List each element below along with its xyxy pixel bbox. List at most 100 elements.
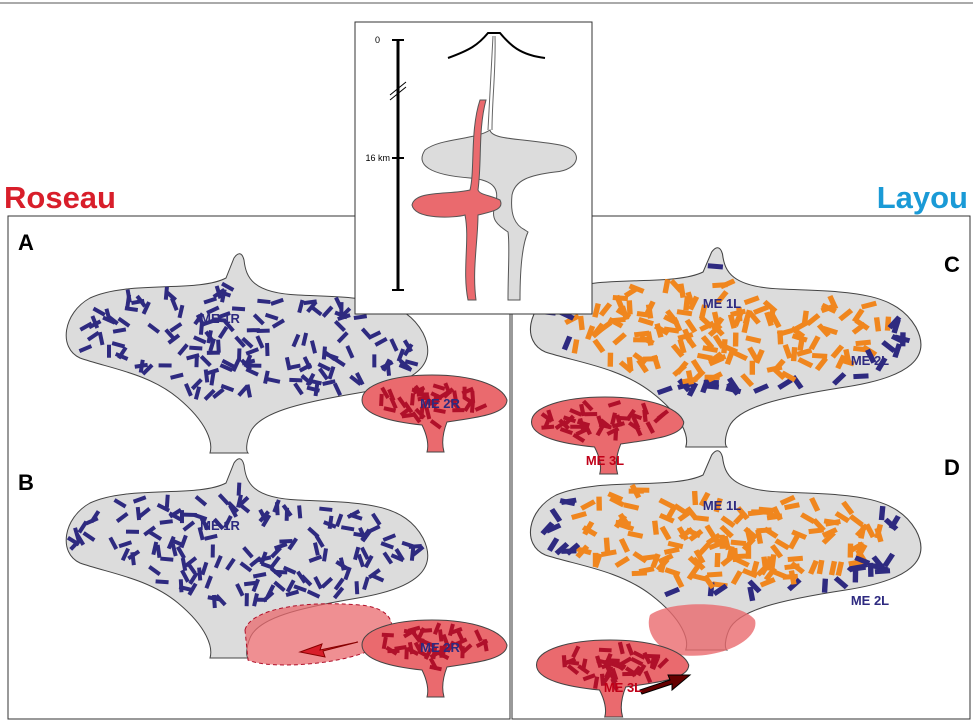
crystal bbox=[184, 383, 193, 397]
crystal bbox=[279, 538, 293, 544]
crystal bbox=[615, 519, 632, 527]
inset-gray-chamber bbox=[421, 129, 577, 301]
crystal bbox=[321, 305, 334, 318]
crystal bbox=[642, 409, 648, 423]
crystal bbox=[180, 569, 190, 583]
crystal bbox=[777, 377, 793, 390]
crystal bbox=[236, 348, 242, 362]
crystal bbox=[710, 354, 727, 363]
crystal bbox=[572, 433, 586, 443]
crystal bbox=[618, 360, 634, 374]
crystal bbox=[333, 577, 345, 591]
crystal bbox=[600, 549, 617, 557]
crystal bbox=[289, 377, 303, 383]
crystal bbox=[111, 341, 126, 349]
crystal bbox=[334, 310, 348, 320]
crystal bbox=[115, 511, 129, 523]
depth-label: 0 bbox=[375, 35, 380, 45]
crystal bbox=[353, 531, 367, 538]
crystal bbox=[417, 638, 425, 651]
crystal bbox=[368, 568, 381, 580]
crystal bbox=[320, 576, 334, 589]
crystal bbox=[353, 314, 368, 320]
panel-label: B bbox=[18, 470, 34, 495]
crystal bbox=[437, 629, 444, 642]
crystal bbox=[452, 390, 459, 403]
crystal bbox=[627, 421, 641, 432]
crystal bbox=[170, 542, 178, 557]
crystal bbox=[853, 373, 869, 380]
crystal bbox=[159, 519, 173, 525]
crystal bbox=[856, 541, 864, 557]
conduit bbox=[487, 35, 496, 131]
crystal bbox=[833, 576, 849, 590]
crystal bbox=[245, 347, 260, 356]
crystal bbox=[97, 331, 105, 346]
crystal bbox=[387, 388, 396, 402]
crystal bbox=[570, 424, 583, 429]
crystal bbox=[422, 639, 436, 649]
crystal bbox=[693, 515, 710, 522]
crystal bbox=[360, 546, 370, 561]
crystal bbox=[747, 509, 764, 517]
crystal bbox=[809, 497, 821, 512]
crystal bbox=[860, 300, 877, 310]
crystal bbox=[617, 415, 631, 421]
crystal bbox=[237, 384, 249, 397]
crystal bbox=[180, 557, 188, 572]
axis-break bbox=[389, 81, 407, 101]
crystal bbox=[852, 345, 869, 353]
crystal bbox=[327, 515, 334, 530]
crystal bbox=[131, 298, 145, 306]
crystal bbox=[325, 352, 339, 361]
crystal bbox=[216, 339, 221, 353]
crystal bbox=[221, 358, 235, 369]
crystal bbox=[235, 583, 245, 597]
crystal bbox=[360, 529, 372, 543]
crystal bbox=[164, 494, 170, 508]
crystal bbox=[205, 367, 220, 376]
crystal bbox=[821, 578, 829, 593]
crystal bbox=[293, 584, 307, 593]
crystal bbox=[148, 530, 163, 541]
crystal bbox=[697, 541, 712, 556]
crystal bbox=[282, 565, 297, 575]
crystal bbox=[779, 494, 796, 506]
crystal bbox=[441, 633, 450, 647]
crystal bbox=[108, 536, 119, 550]
crystal bbox=[474, 403, 488, 412]
crystal bbox=[416, 627, 426, 640]
crystal bbox=[796, 347, 813, 357]
crystal bbox=[198, 321, 205, 335]
crystal bbox=[177, 343, 189, 356]
crystal bbox=[381, 632, 394, 638]
crystal bbox=[291, 333, 301, 348]
inset: 0 16 km bbox=[354, 21, 593, 315]
crystal bbox=[303, 299, 317, 306]
crystal bbox=[703, 383, 720, 390]
crystal bbox=[78, 344, 93, 353]
crystal bbox=[214, 594, 227, 607]
crystal bbox=[428, 657, 438, 670]
crystal bbox=[712, 583, 728, 596]
crystal bbox=[380, 541, 395, 550]
crystal bbox=[336, 331, 349, 344]
crystal bbox=[726, 377, 740, 392]
crystal bbox=[348, 512, 363, 521]
crystal bbox=[653, 323, 670, 336]
crystal bbox=[258, 510, 270, 523]
crystal bbox=[612, 332, 627, 346]
crystal bbox=[865, 348, 877, 364]
crystal bbox=[217, 493, 230, 506]
panel-right bbox=[511, 215, 971, 720]
crystal bbox=[204, 330, 216, 344]
crystal bbox=[649, 656, 656, 669]
crystal bbox=[187, 582, 198, 596]
crystal bbox=[305, 372, 316, 387]
crystal bbox=[664, 567, 681, 577]
crystal bbox=[463, 399, 474, 413]
crystal bbox=[540, 412, 554, 423]
crystal bbox=[887, 315, 902, 330]
panel-label: C bbox=[944, 252, 960, 277]
